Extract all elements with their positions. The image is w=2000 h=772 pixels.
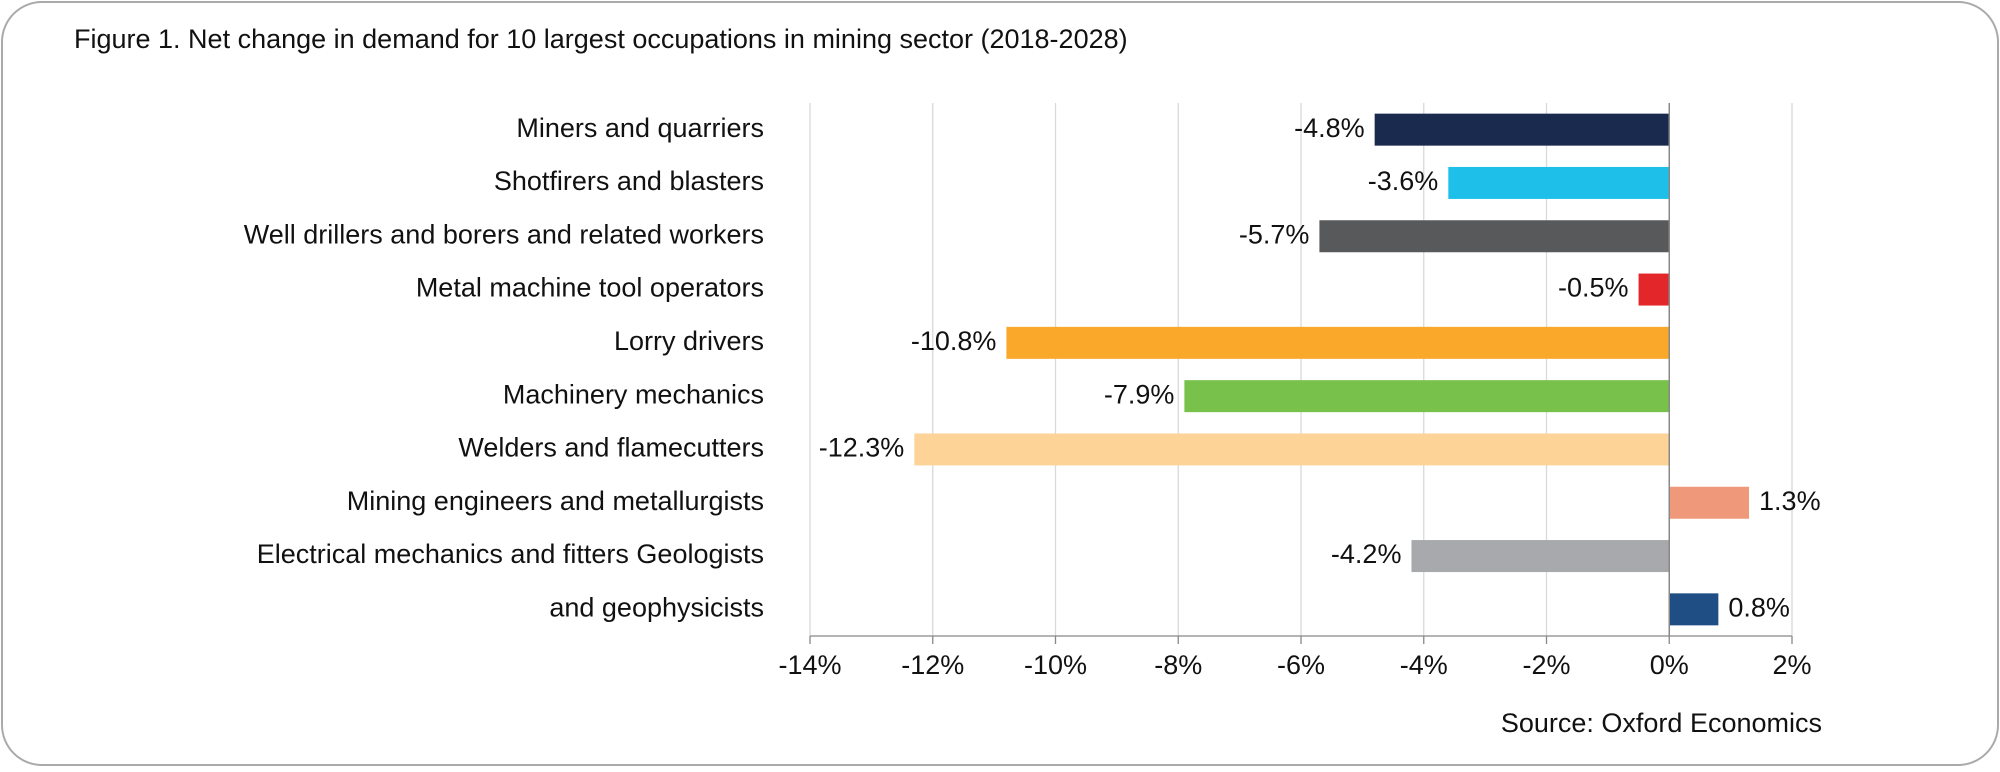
value-label: -12.3% (819, 433, 905, 463)
value-label: -7.9% (1104, 379, 1175, 409)
bar (1184, 380, 1670, 413)
bar (1006, 326, 1670, 359)
x-tick-label: -4% (1400, 650, 1448, 680)
x-tick-label: -14% (778, 650, 841, 680)
y-tick-label: Well drillers and borers and related wor… (244, 219, 764, 249)
bar (1638, 273, 1670, 306)
x-tick-label: -2% (1522, 650, 1570, 680)
x-tick-label: -8% (1154, 650, 1202, 680)
y-tick-label: Machinery mechanics (503, 379, 764, 409)
bar (1319, 220, 1670, 253)
x-tick-label: -12% (901, 650, 964, 680)
bar (1411, 540, 1670, 573)
y-tick-label: Miners and quarriers (516, 113, 764, 143)
y-tick-label: Metal machine tool operators (416, 273, 764, 303)
value-label: 1.3% (1759, 486, 1821, 516)
bar (914, 433, 1670, 466)
x-tick-label: 0% (1650, 650, 1689, 680)
bar (1669, 486, 1750, 519)
y-tick-label: Lorry drivers (614, 326, 764, 356)
y-tick-label: Mining engineers and metallurgists (347, 486, 764, 516)
y-tick-label: Welders and flamecutters (458, 433, 764, 463)
y-tick-label: Electrical mechanics and fitters Geologi… (257, 539, 764, 569)
bar (1374, 113, 1670, 146)
value-label: -4.8% (1294, 113, 1365, 143)
value-label: 0.8% (1728, 592, 1790, 622)
value-label: -10.8% (911, 326, 997, 356)
value-label: -5.7% (1239, 219, 1310, 249)
x-tick-label: 2% (1772, 650, 1811, 680)
bar (1448, 166, 1670, 199)
x-tick-label: -6% (1277, 650, 1325, 680)
y-tick-label: and geophysicists (549, 592, 764, 622)
value-label: -0.5% (1558, 273, 1629, 303)
value-label: -3.6% (1368, 166, 1439, 196)
value-label: -4.2% (1331, 539, 1402, 569)
x-tick-label: -10% (1024, 650, 1087, 680)
y-tick-label: Shotfirers and blasters (494, 166, 764, 196)
source-note: Source: Oxford Economics (1501, 708, 1822, 738)
chart-title: Figure 1. Net change in demand for 10 la… (74, 24, 1128, 54)
bar (1669, 593, 1719, 626)
